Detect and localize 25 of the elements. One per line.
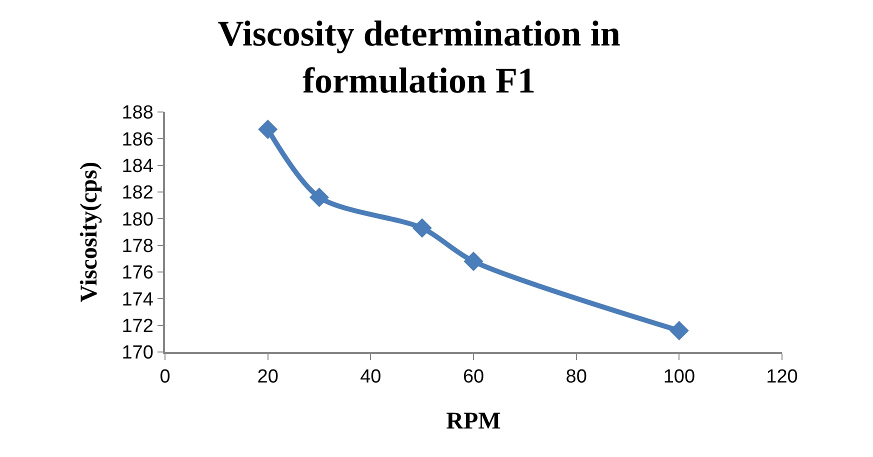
x-tick-label: 100 xyxy=(663,366,696,388)
x-tick-label: 40 xyxy=(360,366,382,388)
y-tick-label: 176 xyxy=(122,262,154,284)
y-tick-label: 178 xyxy=(122,236,154,257)
y-tick-label: 188 xyxy=(122,102,154,124)
x-tick-label: 120 xyxy=(766,366,798,388)
point xyxy=(464,252,484,272)
y-tick-label: 172 xyxy=(122,316,154,337)
y-tick-label: 186 xyxy=(122,129,154,150)
y-tick-label: 174 xyxy=(122,289,154,310)
point xyxy=(310,188,329,208)
point xyxy=(258,120,278,140)
y-axis-title: Viscosity(cps) xyxy=(76,162,102,302)
x-tick-label: 80 xyxy=(566,366,587,388)
y-tick-label: 180 xyxy=(122,209,154,230)
chart-title: Viscosity determination in formulation F1 xyxy=(218,14,620,100)
y-tick-label: 182 xyxy=(122,182,154,204)
x-tick-label: 0 xyxy=(160,366,170,388)
y-tick-label: 184 xyxy=(122,156,154,177)
y-tick-label: 170 xyxy=(122,342,154,364)
x-axis-title: RPM xyxy=(446,408,501,434)
point xyxy=(669,320,689,340)
x-tick-label: 60 xyxy=(462,366,484,388)
point xyxy=(412,218,432,238)
x-tick-label: 20 xyxy=(257,366,278,388)
